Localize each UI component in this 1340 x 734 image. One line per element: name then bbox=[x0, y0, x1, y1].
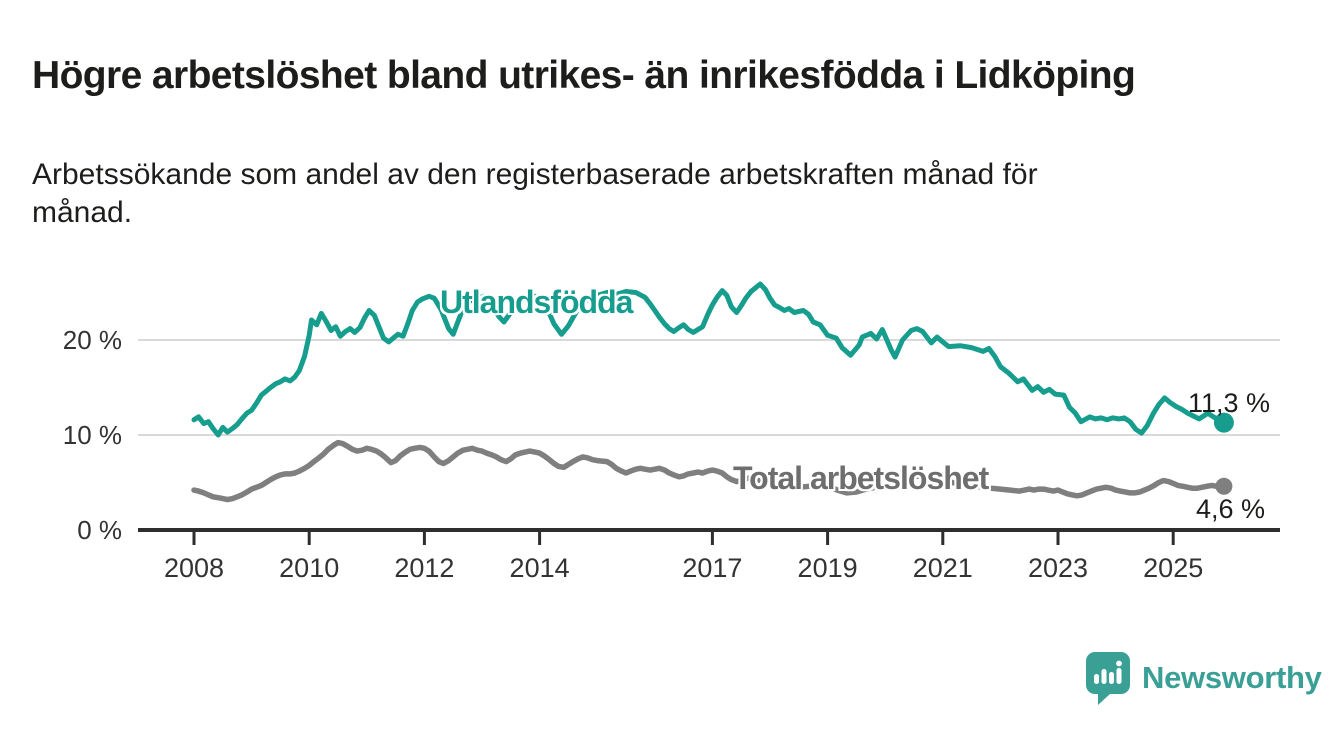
end-value-utlandsfodda: 11,3 % bbox=[1188, 388, 1271, 418]
x-axis-label: 2008 bbox=[164, 553, 224, 583]
x-axis-label: 2010 bbox=[279, 553, 339, 583]
speech-bubble-shape bbox=[1086, 652, 1130, 705]
x-axis-label: 2012 bbox=[394, 553, 454, 583]
y-axis-label: 10 % bbox=[63, 420, 122, 450]
x-axis-label: 2025 bbox=[1143, 553, 1203, 583]
end-dot-utlandsfodda bbox=[1213, 412, 1234, 433]
y-axis-label: 0 % bbox=[77, 515, 122, 545]
exclamation-dot bbox=[1116, 660, 1122, 667]
x-axis-label: 2017 bbox=[682, 553, 742, 583]
page-title: Högre arbetslöshet bland utrikes- än inr… bbox=[32, 54, 1136, 98]
series-line-total-arbetsloshet bbox=[191, 439, 1227, 503]
series-label-utlandsfodda: Utlandsfödda bbox=[440, 284, 633, 320]
bar-chart-glyph bbox=[1094, 660, 1122, 684]
newsworthy-logo-text: Newsworthy bbox=[1142, 660, 1322, 695]
x-axis-label: 2021 bbox=[913, 553, 973, 583]
x-axis-label: 2014 bbox=[510, 553, 570, 583]
x-axis-label: 2019 bbox=[798, 553, 858, 583]
end-dot-total-arbetsloshet bbox=[1215, 477, 1233, 495]
x-axis-label: 2023 bbox=[1028, 553, 1088, 583]
newsworthy-logo: Newsworthy bbox=[1085, 651, 1322, 705]
y-axis-label: 20 % bbox=[63, 325, 122, 355]
series-label-total-arbetsloshet: Total arbetslöshet bbox=[733, 460, 989, 496]
page-subtitle: Arbetssökande som andel av den registerb… bbox=[32, 158, 1038, 229]
end-value-total-arbetsloshet: 4,6 % bbox=[1196, 494, 1266, 524]
series-line-utlandsfodda bbox=[191, 281, 1227, 438]
newsworthy-logo-icon bbox=[1086, 652, 1130, 705]
